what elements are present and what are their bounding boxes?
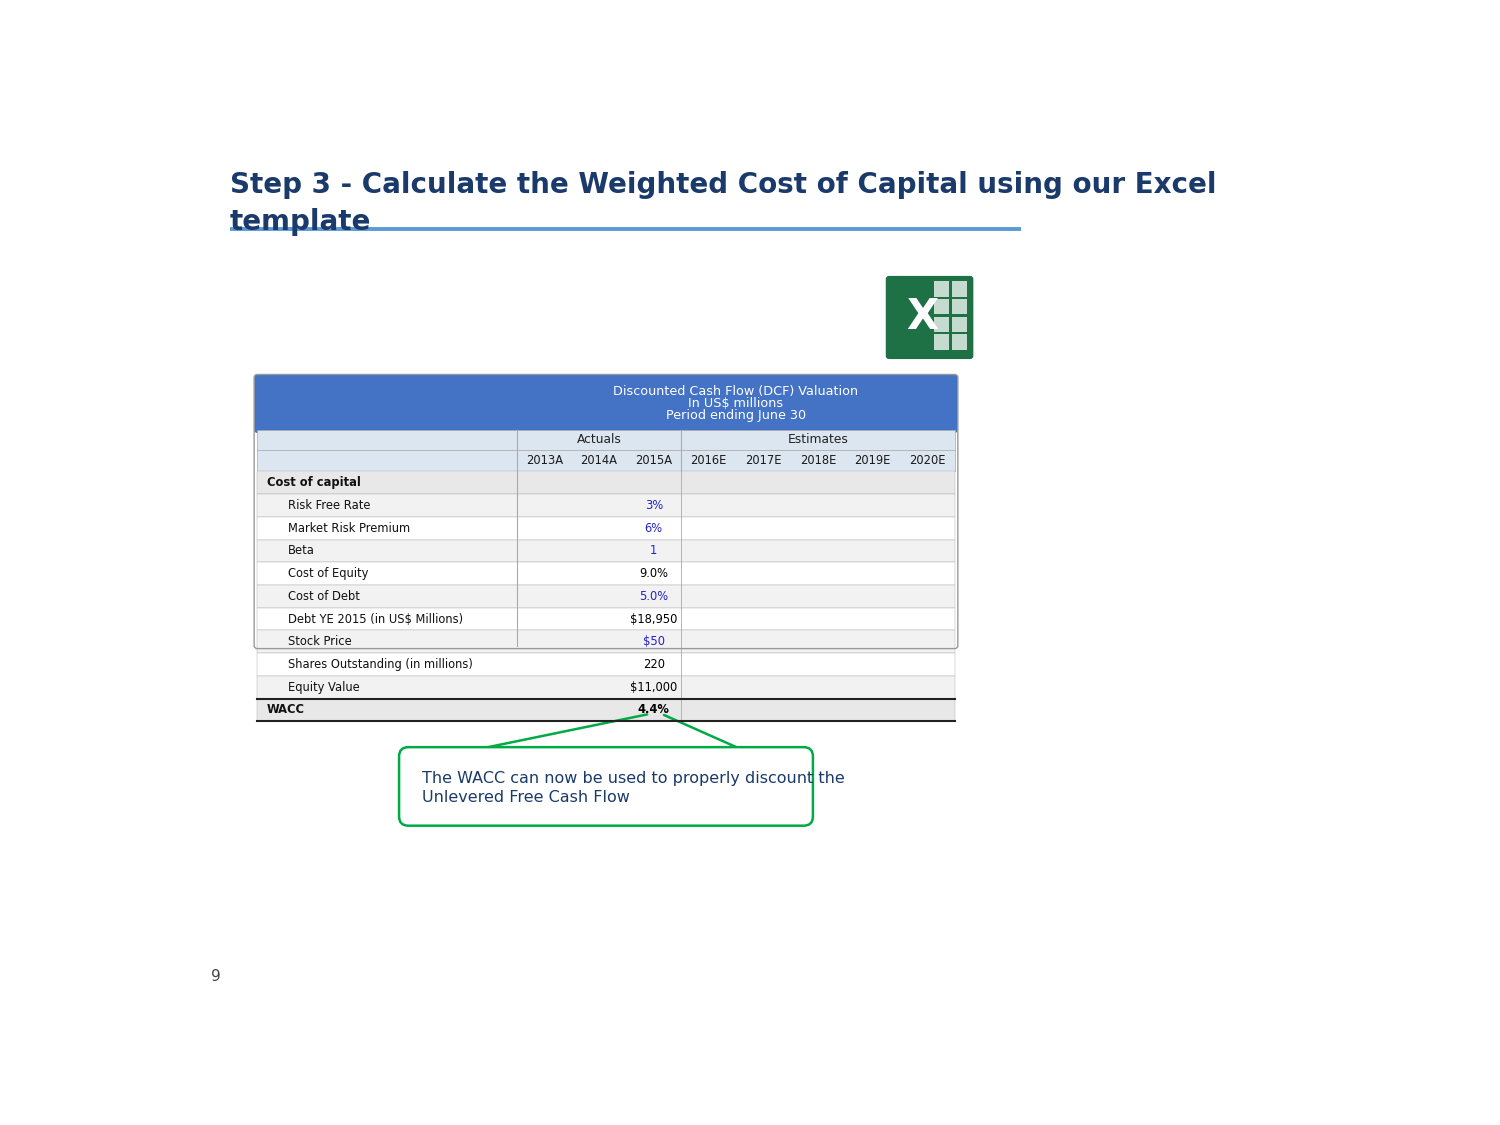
FancyBboxPatch shape	[258, 430, 518, 450]
Bar	[934, 299, 950, 314]
Text: Stock Price: Stock Price	[288, 636, 352, 648]
FancyBboxPatch shape	[258, 630, 954, 654]
Bar	[951, 334, 968, 350]
FancyBboxPatch shape	[258, 676, 954, 699]
Text: Debt YE 2015 (in US$ Millions): Debt YE 2015 (in US$ Millions)	[288, 613, 464, 626]
Bar	[934, 334, 950, 350]
Text: Beta: Beta	[288, 544, 315, 558]
Text: 2014A: 2014A	[580, 455, 618, 467]
FancyBboxPatch shape	[258, 585, 954, 608]
FancyBboxPatch shape	[258, 450, 954, 471]
Text: 220: 220	[642, 658, 664, 672]
FancyBboxPatch shape	[258, 699, 954, 721]
FancyBboxPatch shape	[399, 747, 813, 826]
Text: Equity Value: Equity Value	[288, 681, 360, 694]
Text: Step 3 - Calculate the Weighted Cost of Capital using our Excel: Step 3 - Calculate the Weighted Cost of …	[230, 171, 1216, 199]
Text: 2013A: 2013A	[525, 455, 562, 467]
FancyBboxPatch shape	[518, 430, 681, 450]
Text: $18,950: $18,950	[630, 613, 678, 626]
Bar	[951, 281, 968, 297]
Text: $50: $50	[642, 636, 664, 648]
Text: X: X	[906, 297, 938, 339]
Text: Discounted Cash Flow (DCF) Valuation: Discounted Cash Flow (DCF) Valuation	[614, 385, 858, 398]
Text: 2015A: 2015A	[634, 455, 672, 467]
FancyBboxPatch shape	[258, 608, 954, 630]
Text: 4.4%: 4.4%	[638, 703, 669, 717]
Text: Market Risk Premium: Market Risk Premium	[288, 522, 411, 534]
Text: WACC: WACC	[267, 703, 305, 717]
Text: The WACC can now be used to properly discount the: The WACC can now be used to properly dis…	[423, 772, 844, 786]
Text: 9.0%: 9.0%	[639, 567, 668, 580]
Bar	[934, 281, 950, 297]
Text: 2016E: 2016E	[690, 455, 726, 467]
Text: 3%: 3%	[645, 500, 663, 512]
Text: template: template	[230, 208, 372, 236]
Text: 2018E: 2018E	[800, 455, 836, 467]
Text: 1: 1	[650, 544, 657, 558]
Text: 2019E: 2019E	[855, 455, 891, 467]
Text: Estimates: Estimates	[788, 433, 849, 447]
Text: $11,000: $11,000	[630, 681, 678, 694]
Text: 2017E: 2017E	[746, 455, 782, 467]
FancyBboxPatch shape	[258, 654, 954, 676]
Bar	[951, 299, 968, 314]
Text: 2020E: 2020E	[909, 455, 945, 467]
Text: Cost of capital: Cost of capital	[267, 476, 360, 489]
Text: Cost of Equity: Cost of Equity	[288, 567, 369, 580]
Text: Unlevered Free Cash Flow: Unlevered Free Cash Flow	[423, 791, 630, 806]
Bar	[951, 317, 968, 332]
Text: 5.0%: 5.0%	[639, 590, 669, 603]
Text: Risk Free Rate: Risk Free Rate	[288, 500, 370, 512]
FancyBboxPatch shape	[258, 471, 954, 494]
FancyBboxPatch shape	[258, 494, 954, 516]
Text: 9: 9	[211, 969, 220, 984]
FancyBboxPatch shape	[258, 540, 954, 562]
Text: Period ending June 30: Period ending June 30	[666, 410, 806, 422]
Text: In US$ millions: In US$ millions	[688, 397, 783, 411]
Text: Actuals: Actuals	[576, 433, 621, 447]
FancyBboxPatch shape	[254, 375, 958, 433]
FancyBboxPatch shape	[258, 516, 954, 540]
FancyBboxPatch shape	[886, 276, 974, 359]
Text: Cost of Debt: Cost of Debt	[288, 590, 360, 603]
FancyBboxPatch shape	[681, 430, 954, 450]
Bar	[934, 317, 950, 332]
Text: Shares Outstanding (in millions): Shares Outstanding (in millions)	[288, 658, 472, 672]
Text: 6%: 6%	[645, 522, 663, 534]
FancyBboxPatch shape	[258, 562, 954, 585]
